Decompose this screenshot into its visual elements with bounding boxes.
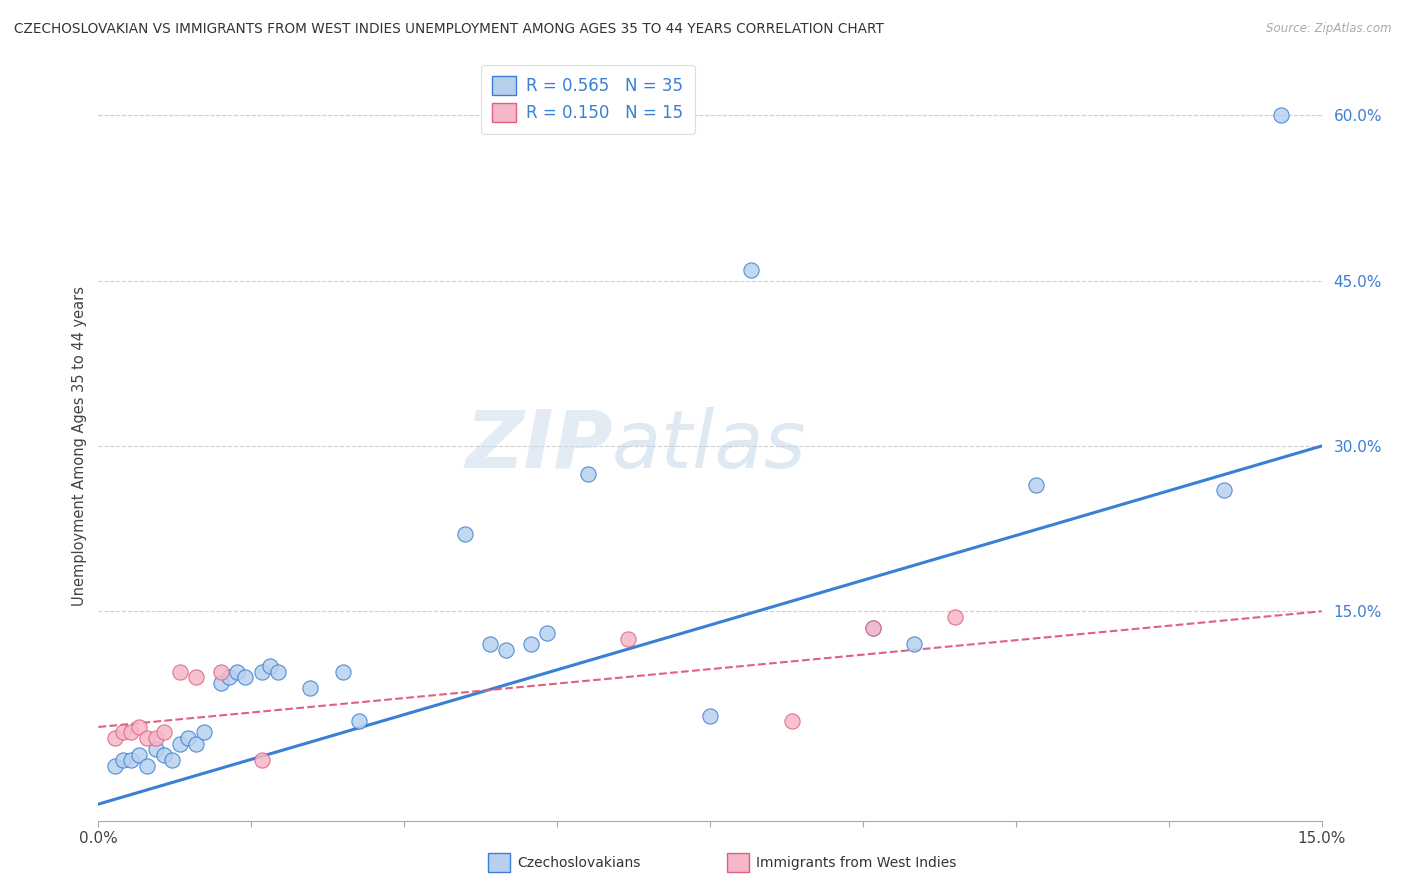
Text: ZIP: ZIP xyxy=(465,407,612,485)
Point xyxy=(186,737,208,751)
Point xyxy=(862,621,884,635)
Point xyxy=(299,681,322,696)
Point xyxy=(576,467,599,481)
Point xyxy=(349,714,371,729)
Text: Czechoslovakians: Czechoslovakians xyxy=(517,855,641,870)
Point xyxy=(177,731,200,745)
Point xyxy=(128,720,150,734)
Point xyxy=(152,747,174,762)
Point xyxy=(104,758,127,772)
Point xyxy=(111,725,134,739)
Point xyxy=(111,753,134,767)
Point xyxy=(862,621,884,635)
Point xyxy=(145,731,167,745)
Legend: R = 0.565   N = 35, R = 0.150   N = 15: R = 0.565 N = 35, R = 0.150 N = 15 xyxy=(481,65,695,134)
Point xyxy=(1212,483,1234,497)
Point xyxy=(226,665,249,679)
Point xyxy=(250,753,273,767)
Point xyxy=(903,637,925,651)
Point xyxy=(740,262,762,277)
Point xyxy=(536,626,558,640)
Point xyxy=(218,670,240,684)
Point xyxy=(478,637,501,651)
Point xyxy=(169,737,191,751)
Point xyxy=(1025,477,1047,491)
Point xyxy=(169,665,191,679)
Point xyxy=(259,659,281,673)
Point xyxy=(136,758,159,772)
Y-axis label: Unemployment Among Ages 35 to 44 years: Unemployment Among Ages 35 to 44 years xyxy=(72,286,87,606)
Point xyxy=(332,665,354,679)
Text: atlas: atlas xyxy=(612,407,807,485)
Point xyxy=(120,753,142,767)
Point xyxy=(699,709,721,723)
Text: Source: ZipAtlas.com: Source: ZipAtlas.com xyxy=(1267,22,1392,36)
Point xyxy=(209,665,232,679)
Point xyxy=(780,714,803,729)
Point xyxy=(233,670,256,684)
Point xyxy=(209,676,232,690)
Point xyxy=(104,731,127,745)
Point xyxy=(136,731,159,745)
Point xyxy=(617,632,640,646)
Point xyxy=(160,753,183,767)
Point xyxy=(145,742,167,756)
Point xyxy=(120,725,142,739)
Point xyxy=(186,670,208,684)
Point xyxy=(193,725,215,739)
Point xyxy=(128,747,150,762)
Point xyxy=(943,609,966,624)
Point xyxy=(1270,108,1292,122)
Point xyxy=(519,637,541,651)
Point xyxy=(267,665,290,679)
Point xyxy=(152,725,174,739)
Point xyxy=(250,665,273,679)
Point xyxy=(454,527,477,541)
Text: CZECHOSLOVAKIAN VS IMMIGRANTS FROM WEST INDIES UNEMPLOYMENT AMONG AGES 35 TO 44 : CZECHOSLOVAKIAN VS IMMIGRANTS FROM WEST … xyxy=(14,22,884,37)
Text: Immigrants from West Indies: Immigrants from West Indies xyxy=(756,855,957,870)
Point xyxy=(495,643,517,657)
